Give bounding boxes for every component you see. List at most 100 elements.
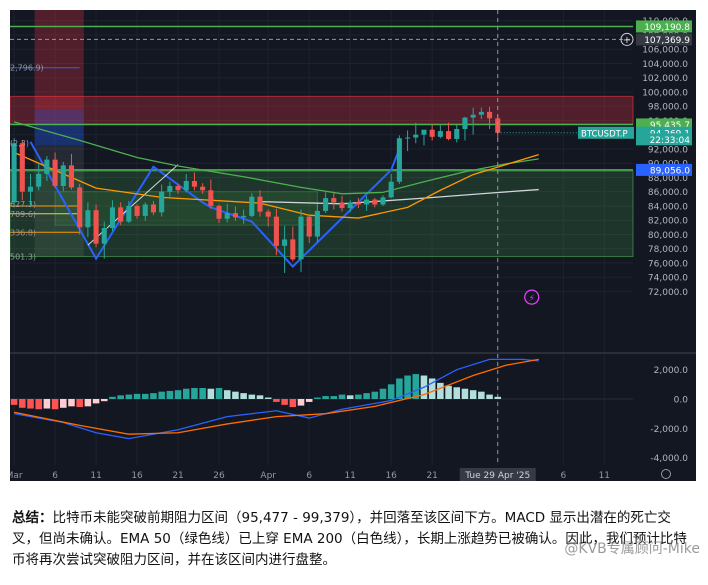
candle-body — [142, 204, 148, 216]
price-tick-label: 72,000.0 — [648, 288, 688, 298]
macd-histogram-bar — [264, 397, 272, 399]
highlight-column-red — [34, 10, 84, 110]
candle-body — [232, 213, 238, 218]
macd-histogram-bar — [191, 388, 198, 399]
candle-body — [109, 207, 116, 229]
macd-histogram-bar — [314, 397, 321, 399]
macd-histogram-bar — [305, 399, 313, 402]
price-label-text: 107,369.9 — [644, 36, 690, 46]
macd-histogram-bar — [428, 378, 436, 399]
macd-histogram-bar — [281, 399, 288, 405]
macd-histogram-bar — [60, 399, 67, 408]
macd-histogram-bar — [68, 399, 75, 407]
candle-body — [339, 202, 345, 209]
candle-body — [167, 185, 173, 192]
x-tick-label: 26 — [213, 471, 225, 481]
candle-body — [290, 239, 296, 260]
macd-histogram-bar — [150, 393, 157, 399]
candle-body — [372, 199, 378, 205]
macd-histogram-bar — [133, 393, 141, 399]
x-tick-label: 16 — [131, 471, 143, 481]
left-fib-label: 336.8) — [10, 228, 36, 237]
macd-histogram-bar — [445, 385, 452, 399]
price-tick-label: 74,000.0 — [648, 274, 688, 284]
macd-histogram-bar — [207, 388, 215, 399]
add-alert-icon — [620, 32, 634, 46]
candle-body — [314, 210, 320, 237]
price-tick-label: 80,000.0 — [648, 231, 688, 241]
candle-body — [60, 165, 66, 186]
macd-histogram-bar — [174, 390, 182, 399]
candle-body — [298, 216, 304, 260]
macd-histogram-bar — [182, 388, 190, 399]
macd-histogram-bar — [412, 374, 420, 399]
left-fib-label: (2,3) — [10, 139, 29, 148]
candle-body — [93, 210, 99, 244]
price-label-text: 109,190.8 — [644, 23, 690, 33]
candle-body — [478, 111, 484, 115]
flash-icon — [524, 289, 540, 305]
candle-body — [323, 198, 329, 211]
price-label-box — [636, 20, 692, 33]
candle-body — [429, 129, 435, 137]
macd-histogram-bar — [437, 382, 444, 399]
crosshair-date-label: Tue 29 Apr '25 — [464, 471, 530, 481]
candle-body — [462, 117, 468, 129]
candle-body — [11, 143, 17, 203]
macd-tick-label: 2,000.0 — [654, 366, 689, 376]
x-tick-label: 16 — [385, 471, 397, 481]
macd-histogram-bar — [453, 387, 461, 399]
candle-body — [454, 128, 460, 139]
macd-histogram-bar — [363, 393, 370, 399]
ema50-line — [13, 121, 539, 195]
macd-histogram-bar — [256, 395, 264, 399]
candle-body — [175, 185, 181, 191]
ema-orange-line — [13, 151, 539, 219]
macd-histogram-bar — [35, 399, 42, 410]
macd-histogram-bar — [141, 393, 149, 399]
macd-histogram-bar — [322, 396, 329, 399]
x-tick-label: 11 — [90, 471, 101, 481]
candle-body — [470, 114, 476, 118]
candle-body — [282, 239, 288, 246]
candle-body — [364, 199, 370, 205]
candle-body — [36, 173, 42, 187]
candle-body — [380, 197, 386, 205]
macd-histogram-bar — [494, 396, 502, 399]
symbol-tag-text: BTCUSDT.P — [581, 129, 628, 139]
macd-histogram-bar — [158, 391, 165, 399]
candle-body — [331, 198, 337, 203]
zone-support-inner — [54, 191, 318, 226]
candle-body — [134, 205, 140, 216]
macd-histogram-bar — [117, 395, 124, 399]
macd-histogram-bar — [387, 384, 395, 399]
macd-histogram-bar — [461, 388, 469, 399]
macd-histogram-bar — [19, 399, 26, 408]
x-tick-label: 11 — [344, 471, 355, 481]
settings-icon — [661, 469, 671, 479]
price-tick-label: 106,000.0 — [642, 46, 688, 56]
candle-body — [191, 181, 197, 187]
price-label-box — [636, 33, 692, 46]
price-tick-label: 88,000.0 — [648, 174, 688, 184]
macd-tick-label: -2,000.0 — [650, 425, 688, 435]
price-label-box — [636, 133, 692, 146]
price-tick-label: 92,000.0 — [648, 145, 688, 155]
x-tick-label: 6 — [306, 471, 312, 481]
candle-body — [208, 190, 214, 206]
candle-body — [396, 138, 402, 182]
left-fib-label: 2,796.9) — [10, 64, 44, 73]
macd-histogram-bar — [76, 399, 83, 408]
candle-body — [306, 216, 312, 237]
price-tick-label: 102,000.0 — [642, 74, 688, 84]
candle-body — [77, 187, 83, 228]
price-label-text: 22:33:04 — [650, 136, 691, 146]
candle-body — [241, 215, 247, 218]
left-fib-label: 627.3) — [10, 200, 36, 209]
zone-resistance — [10, 95, 634, 125]
summary-paragraph: 总结：比特币未能突破前期阻力区间（95,477 - 99,379），并回落至该区… — [12, 508, 696, 571]
macd-line — [13, 358, 539, 440]
candle-body — [150, 204, 156, 213]
add-alert-icon-glyph: + — [623, 35, 631, 46]
candle-body — [273, 216, 279, 246]
